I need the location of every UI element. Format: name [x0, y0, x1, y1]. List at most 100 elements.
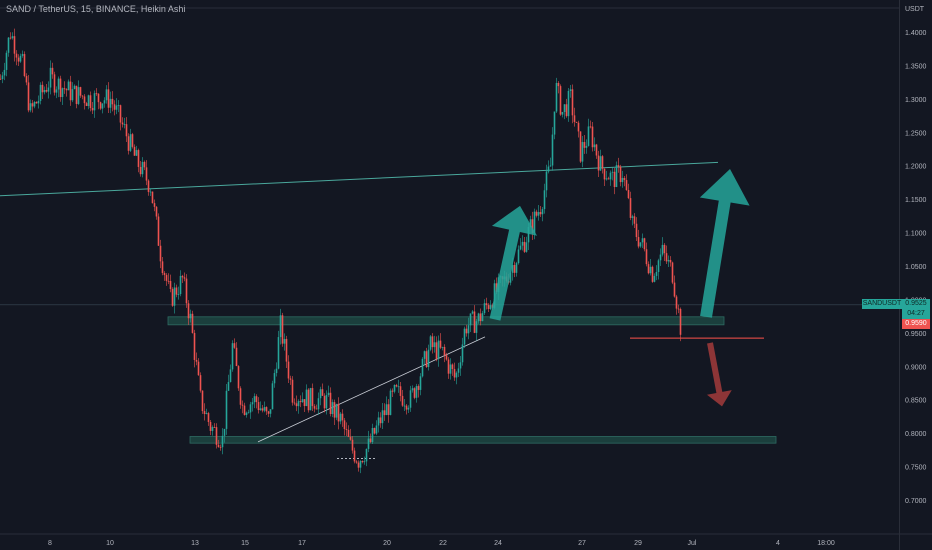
- candle-body: [435, 342, 438, 359]
- candle-body: [589, 126, 592, 128]
- candle-body: [591, 126, 594, 148]
- candle-body: [439, 340, 442, 348]
- candle-body: [51, 67, 54, 75]
- candle-body: [429, 336, 432, 350]
- candle-body: [667, 259, 670, 262]
- candle-body: [487, 305, 490, 309]
- candle-body: [97, 93, 100, 103]
- candle-body: [115, 105, 118, 110]
- candle-body: [137, 150, 140, 167]
- candle-body: [39, 84, 42, 101]
- candle-body: [31, 103, 34, 107]
- candle-body: [509, 272, 512, 283]
- candle-body: [337, 403, 340, 422]
- candle-body: [315, 408, 318, 410]
- candle-body: [521, 241, 524, 246]
- candle-body: [333, 402, 336, 418]
- candle-body: [215, 427, 218, 445]
- candle-body: [157, 216, 160, 246]
- candle-body: [453, 369, 456, 378]
- candle-body: [605, 178, 608, 180]
- candle-body: [145, 167, 148, 181]
- candle-body: [251, 402, 254, 405]
- candle-body: [371, 428, 374, 443]
- candle-body: [85, 103, 88, 107]
- candle-body: [663, 244, 666, 254]
- candle-body: [121, 122, 124, 125]
- candle-body: [595, 144, 598, 156]
- candle-body: [35, 101, 38, 104]
- candle-body: [553, 111, 556, 135]
- candle-body: [15, 53, 18, 58]
- candle-body: [461, 344, 464, 363]
- candle-body: [655, 271, 658, 276]
- candle-body: [21, 54, 24, 56]
- candle-body: [513, 265, 516, 273]
- price-axis[interactable]: [899, 0, 932, 550]
- x-tick-label: 17: [298, 540, 306, 547]
- low-price-tag: 0.9590: [902, 319, 930, 329]
- candle-body: [671, 262, 674, 283]
- candle-body: [331, 402, 334, 414]
- candle-body: [643, 238, 646, 250]
- candle-body: [261, 408, 264, 411]
- candle-body: [69, 81, 72, 101]
- candle-body: [347, 429, 350, 437]
- candle-body: [339, 413, 342, 422]
- candle-body: [45, 89, 48, 92]
- candle-body: [233, 343, 236, 348]
- candle-body: [209, 421, 212, 431]
- candle-body: [135, 150, 138, 156]
- candle-body: [489, 305, 492, 309]
- candle-body: [187, 303, 190, 319]
- y-tick-label: 1.1500: [905, 197, 927, 204]
- candle-body: [583, 142, 586, 148]
- candle-body: [129, 134, 132, 151]
- countdown-tag: 04:27: [902, 309, 930, 319]
- x-tick-label: 27: [578, 540, 586, 547]
- candle-body: [615, 165, 618, 187]
- candle-body: [297, 401, 300, 407]
- x-tick-label: 29: [634, 540, 642, 547]
- candle-body: [107, 89, 110, 108]
- candle-body: [243, 405, 246, 415]
- candle-body: [25, 76, 28, 83]
- candle-body: [43, 89, 46, 93]
- candle-body: [531, 219, 534, 233]
- candle-body: [307, 389, 310, 411]
- candle-body: [159, 245, 162, 262]
- candle-body: [185, 278, 188, 304]
- candle-body: [71, 89, 74, 101]
- candle-body: [563, 104, 566, 112]
- candle-body: [639, 242, 642, 247]
- candle-body: [149, 191, 152, 193]
- candle-body: [469, 313, 472, 326]
- candle-body: [109, 98, 112, 108]
- candle-body: [539, 212, 542, 215]
- candle-body: [33, 101, 36, 107]
- candle-body: [199, 375, 202, 391]
- candle-body: [213, 427, 216, 428]
- candle-body: [369, 438, 372, 443]
- x-tick-label: 20: [383, 540, 391, 547]
- candle-body: [293, 402, 296, 404]
- candle-body: [345, 429, 348, 430]
- candle-body: [545, 171, 548, 191]
- candle-body: [599, 156, 602, 171]
- candle-body: [229, 369, 232, 383]
- candle-body: [49, 67, 52, 88]
- candle-body: [3, 69, 6, 76]
- bullish-arrow-2: [699, 169, 750, 318]
- candle-body: [445, 355, 448, 360]
- candle-body: [467, 325, 470, 334]
- y-tick-label: 0.7000: [905, 498, 927, 505]
- candle-body: [601, 156, 604, 169]
- candle-body: [101, 103, 104, 109]
- candle-body: [283, 338, 286, 344]
- candle-body: [585, 145, 588, 148]
- candle-body: [249, 404, 252, 413]
- symbol-title: SAND / TetherUS, 15, BINANCE, Heikin Ash…: [6, 4, 186, 14]
- candle-body: [151, 191, 154, 204]
- candle-body: [623, 177, 626, 181]
